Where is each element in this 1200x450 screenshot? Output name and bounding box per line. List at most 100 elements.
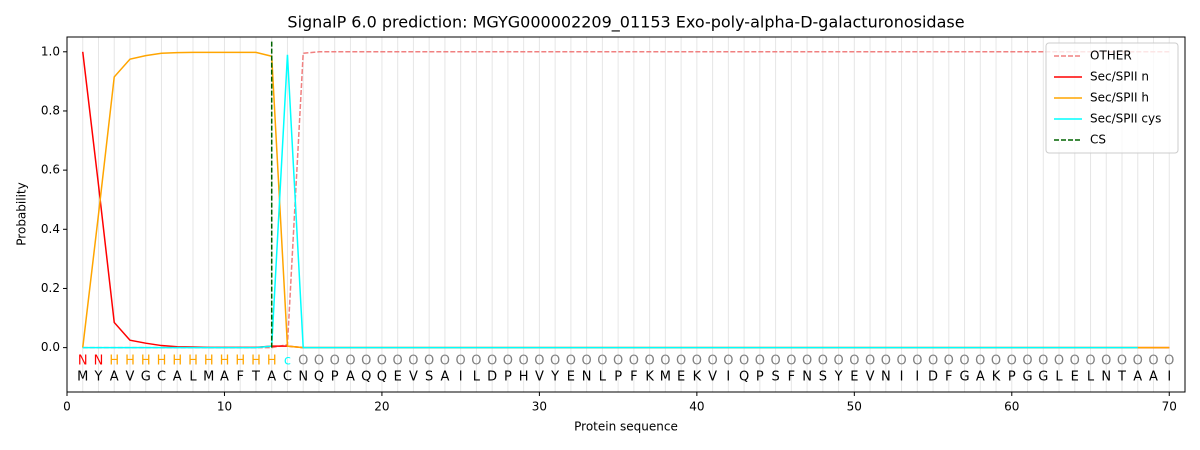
state-label: O — [582, 354, 592, 369]
residue: A — [173, 370, 182, 385]
residue: E — [1071, 370, 1079, 385]
residue: S — [819, 370, 827, 385]
residue: D — [928, 370, 938, 385]
state-label: O — [314, 354, 324, 369]
state-label: O — [408, 354, 418, 369]
state-label: O — [1070, 354, 1080, 369]
state-label: O — [471, 354, 481, 369]
state-label: O — [298, 354, 308, 369]
residue: G — [1038, 370, 1048, 385]
residue: Q — [314, 370, 324, 385]
state-label: O — [330, 354, 340, 369]
residue: K — [992, 370, 1001, 385]
series-line — [82, 51, 1170, 349]
residue: L — [189, 370, 197, 385]
residue: L — [1055, 370, 1063, 385]
state-label: O — [755, 354, 765, 369]
state-label: H — [204, 354, 214, 369]
residue: A — [1149, 370, 1158, 385]
y-tick-label: 1.0 — [41, 44, 60, 58]
residue: Q — [377, 370, 387, 385]
state-label: H — [157, 354, 167, 369]
residue: N — [802, 370, 812, 385]
x-tick-label: 50 — [847, 400, 862, 414]
residue: N — [1101, 370, 1111, 385]
y-axis-label: Probability — [15, 182, 29, 245]
x-tick-label: 10 — [217, 400, 232, 414]
state-label: O — [1022, 354, 1032, 369]
residue: P — [504, 370, 512, 385]
state-label: O — [1085, 354, 1095, 369]
state-label: O — [975, 354, 985, 369]
y-tick-label: 0.4 — [41, 222, 60, 236]
residue: A — [220, 370, 229, 385]
residue: A — [110, 370, 119, 385]
x-tick-label: 0 — [63, 400, 71, 414]
state-label: O — [1007, 354, 1017, 369]
state-label: O — [833, 354, 843, 369]
residue: V — [866, 370, 875, 385]
series-line — [82, 54, 1138, 349]
state-label: O — [1101, 354, 1111, 369]
state-label: O — [818, 354, 828, 369]
state-label: O — [692, 354, 702, 369]
state-label: O — [1117, 354, 1127, 369]
residue: T — [1117, 370, 1126, 385]
legend-label: Sec/SPII n — [1090, 70, 1149, 84]
state-label: O — [802, 354, 812, 369]
state-label: O — [534, 354, 544, 369]
state-label: O — [912, 354, 922, 369]
x-axis-label: Protein sequence — [574, 420, 678, 434]
state-label: H — [141, 354, 151, 369]
residue: S — [425, 370, 433, 385]
residue: I — [459, 370, 463, 385]
state-label: O — [944, 354, 954, 369]
state-label: O — [487, 354, 497, 369]
state-label: O — [739, 354, 749, 369]
residue: A — [976, 370, 985, 385]
residue: V — [535, 370, 544, 385]
residue: P — [756, 370, 764, 385]
y-tick-label: 0.6 — [41, 163, 60, 177]
state-label: O — [881, 354, 891, 369]
state-label: O — [1133, 354, 1143, 369]
state-label: O — [424, 354, 434, 369]
residue: F — [945, 370, 952, 385]
residue: V — [126, 370, 135, 385]
residue: T — [251, 370, 260, 385]
residue: Y — [94, 370, 103, 385]
state-label: O — [393, 354, 403, 369]
state-label: N — [78, 354, 88, 369]
state-label: H — [125, 354, 135, 369]
state-label: H — [220, 354, 230, 369]
residue: M — [203, 370, 214, 385]
plot-frame — [66, 36, 1186, 393]
residue: I — [1167, 370, 1171, 385]
state-label: O — [959, 354, 969, 369]
x-tick-label: 30 — [532, 400, 547, 414]
residue: A — [440, 370, 449, 385]
residue: Y — [550, 370, 559, 385]
state-label: O — [361, 354, 371, 369]
residue: Q — [739, 370, 749, 385]
state-label: O — [519, 354, 529, 369]
chart-title: SignalP 6.0 prediction: MGYG000002209_01… — [287, 13, 964, 33]
state-label: c — [284, 354, 291, 369]
residue: E — [394, 370, 402, 385]
residue: G — [1022, 370, 1032, 385]
state-label: H — [109, 354, 119, 369]
residue: Y — [834, 370, 843, 385]
state-label: H — [267, 354, 277, 369]
legend-label: CS — [1090, 133, 1106, 147]
state-label: O — [503, 354, 513, 369]
state-label: O — [786, 354, 796, 369]
state-label: O — [1038, 354, 1048, 369]
residue: E — [567, 370, 575, 385]
residue: E — [850, 370, 858, 385]
residue: L — [599, 370, 607, 385]
state-label: H — [172, 354, 182, 369]
state-label: O — [676, 354, 686, 369]
legend-label: Sec/SPII cys — [1090, 112, 1161, 126]
state-label: O — [849, 354, 859, 369]
state-label: O — [566, 354, 576, 369]
